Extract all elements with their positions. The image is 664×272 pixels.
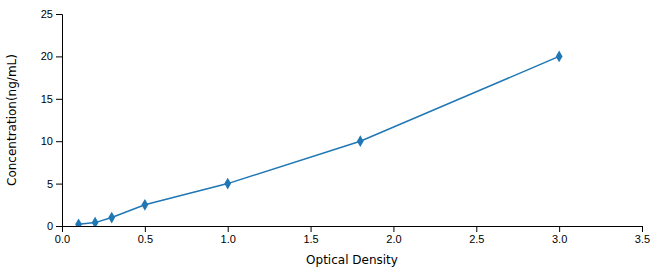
tick: 2.5 — [469, 226, 484, 245]
tick: 0.5 — [138, 226, 153, 245]
marks — [75, 51, 562, 226]
tick-label: 0.0 — [55, 233, 70, 245]
tick: 3.0 — [552, 226, 567, 245]
tick-label: 1.0 — [221, 233, 236, 245]
chart: 0.0 0.5 1.0 1.5 2.0 2.5 3.0 3.5 0 5 10 15 20 25 Optica… — [0, 0, 664, 272]
tick: 0 — [47, 220, 62, 232]
tick-mark — [311, 226, 312, 232]
tick: 3.5 — [635, 226, 650, 245]
tick-label: 3.5 — [635, 233, 650, 245]
tick: 2.0 — [386, 226, 401, 245]
tick-label: 1.5 — [303, 233, 318, 245]
y-axis: 0 5 10 15 20 25 — [41, 8, 63, 232]
tick: 0.0 — [55, 226, 70, 245]
tick-mark — [145, 226, 146, 232]
tick: 1.0 — [221, 226, 236, 245]
plot-area: 0.0 0.5 1.0 1.5 2.0 2.5 3.0 3.5 0 5 10 15 20 25 — [41, 8, 650, 245]
marker — [141, 199, 148, 211]
tick-label: 2.0 — [386, 233, 401, 245]
tick-mark — [56, 14, 62, 15]
x-axis-title: Optical Density — [306, 253, 398, 267]
tick: 20 — [41, 50, 62, 62]
tick-label: 25 — [41, 8, 53, 20]
tick-label: 20 — [41, 50, 53, 62]
tick-label: 10 — [41, 135, 53, 147]
tick: 25 — [41, 8, 62, 20]
tick-mark — [56, 99, 62, 100]
tick-mark — [56, 56, 62, 57]
tick-mark — [56, 141, 62, 142]
x-axis: 0.0 0.5 1.0 1.5 2.0 2.5 3.0 3.5 — [55, 226, 650, 245]
marker — [357, 135, 364, 147]
tick-mark — [228, 226, 229, 232]
tick-label: 0.5 — [138, 233, 153, 245]
tick-mark — [476, 226, 477, 232]
tick-label: 5 — [47, 178, 53, 190]
marker — [108, 212, 115, 224]
tick: 15 — [41, 93, 62, 105]
tick-mark — [642, 226, 643, 232]
marker — [92, 217, 99, 226]
marker — [224, 178, 231, 190]
y-axis-title: Concentration(ng/mL) — [5, 54, 19, 186]
tick-mark — [393, 226, 394, 232]
tick: 1.5 — [303, 226, 318, 245]
axis-line — [56, 15, 63, 227]
tick-mark — [559, 226, 560, 232]
tick-label: 0 — [47, 220, 53, 232]
marker — [75, 218, 82, 226]
tick-label: 2.5 — [469, 233, 484, 245]
axis-line — [63, 227, 643, 233]
marker — [556, 51, 563, 63]
line — [79, 56, 560, 224]
tick: 10 — [41, 135, 62, 147]
tick: 5 — [47, 178, 62, 190]
tick-label: 15 — [41, 93, 53, 105]
tick-label: 3.0 — [552, 233, 567, 245]
tick-mark — [56, 184, 62, 185]
tick-mark — [56, 226, 62, 227]
